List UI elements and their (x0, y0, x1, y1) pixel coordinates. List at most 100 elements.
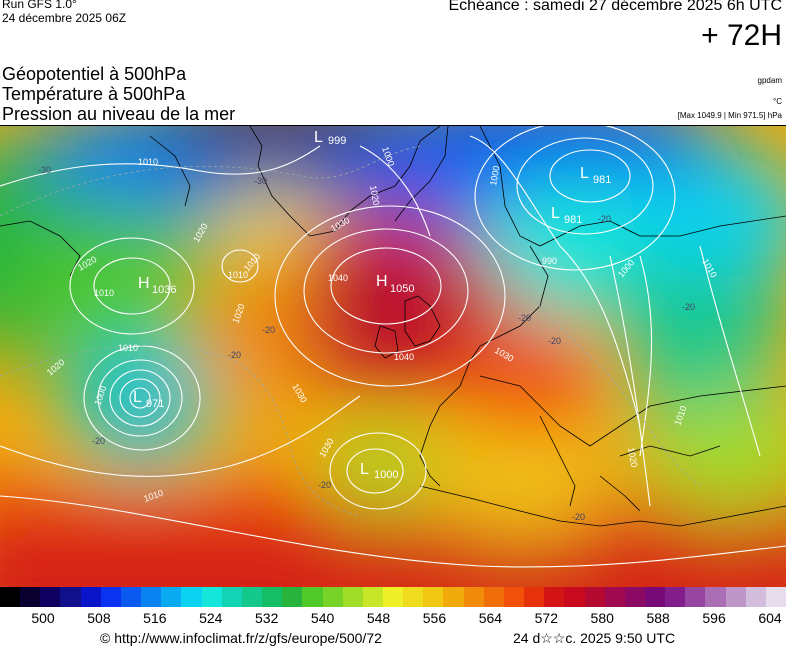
low-center: L 1000 (360, 461, 398, 481)
temperature-label: -20 (228, 350, 241, 360)
color-scale-tick: 564 (478, 610, 503, 626)
color-scale-segment (765, 587, 786, 607)
geopotential-field (0, 126, 786, 588)
color-scale-tick: 572 (534, 610, 558, 626)
color-scale-segment (40, 587, 61, 607)
color-scale-segment (705, 587, 726, 607)
temperature-label: -20 (548, 336, 561, 346)
svg-text:H: H (138, 275, 150, 292)
color-scale-segment (665, 587, 686, 607)
color-scale-segment (322, 587, 343, 607)
color-scale-segment (161, 587, 182, 607)
temperature-label: -20 (682, 302, 695, 312)
temperature-label: -30 (254, 176, 267, 186)
isobar-label: 1040 (328, 273, 348, 283)
isobars (0, 126, 786, 568)
isobar-label: 1010 (94, 288, 114, 298)
color-scale-segment (100, 587, 121, 607)
color-scale-segment (725, 587, 746, 607)
unit-gpdam: gpdam (757, 76, 782, 85)
color-scale-tick: 516 (143, 610, 167, 626)
color-scale-segment (221, 587, 242, 607)
svg-text:L: L (551, 205, 560, 222)
temperature-label: -20 (262, 325, 275, 335)
temperature-label: -20 (598, 214, 611, 224)
generation-timestamp: 24 d☆☆c. 2025 9:50 UTC (513, 630, 676, 646)
temperature-labels: -30 -30 -20 -20 -20 -20 -20 -20 -20 -20 … (38, 165, 695, 522)
color-scale-segment (302, 587, 323, 607)
pressure-range: [Max 1049.9 | Min 971.5] hPa (677, 111, 782, 120)
weather-map[interactable]: L 999 L 981 L 981 H 1036 H 1050 L 971 L 1000 10… (0, 125, 786, 588)
copyright-link[interactable]: © http://www.infoclimat.fr/z/gfs/europe/… (100, 630, 382, 646)
pressure-centers: L 999 L 981 L 981 H 1036 H 1050 L 971 L 1000 (133, 129, 611, 481)
color-scale-tick: 556 (422, 610, 447, 626)
color-scale-segment (201, 587, 222, 607)
temperature-label: -20 (572, 512, 585, 522)
isobar-label: 1000 (488, 165, 501, 186)
color-scale-segment (262, 587, 283, 607)
color-scale-segment (141, 587, 162, 607)
svg-text:L: L (314, 129, 323, 146)
temperature-label: -20 (318, 480, 331, 490)
color-scale-tick: 548 (366, 610, 391, 626)
isobar-label: 990 (542, 256, 557, 266)
color-scale-segment (120, 587, 142, 607)
low-center: L 981 (580, 165, 611, 186)
color-scale-segment (362, 587, 383, 607)
temperature-label: -20 (92, 436, 105, 446)
svg-text:H: H (376, 273, 388, 290)
color-scale-segment (745, 587, 766, 607)
temperature-label: -20 (518, 313, 531, 323)
svg-text:981: 981 (564, 214, 582, 226)
isotherms (0, 145, 701, 517)
coastlines (0, 126, 786, 527)
model-run-date: 24 décembre 2025 06Z (2, 11, 127, 25)
color-scale-segment (0, 587, 21, 607)
color-scale-segment (423, 587, 444, 607)
color-scale-bar (0, 587, 786, 607)
unit-celsius: °C (773, 97, 782, 106)
color-scale-segment (483, 587, 504, 607)
color-scale-segment (382, 587, 404, 607)
color-scale-tick: 524 (199, 610, 223, 626)
color-scale-segment (544, 587, 565, 607)
forecast-lead-time: + 72H (701, 19, 782, 52)
color-scale-segment (241, 587, 263, 607)
color-scale-segment (564, 587, 585, 607)
color-scale-segment (584, 587, 605, 607)
color-scale-segment (80, 587, 101, 607)
color-scale-segment (463, 587, 484, 607)
color-scale-segment (443, 587, 464, 607)
isobar-label: 1020 (626, 447, 639, 468)
color-scale-segment (524, 587, 545, 607)
svg-text:L: L (133, 389, 142, 406)
color-scale-tick: 604 (758, 610, 782, 626)
color-scale-segment (685, 587, 706, 607)
svg-text:1050: 1050 (390, 283, 414, 295)
color-scale-tick: 508 (87, 610, 111, 626)
color-scale-segment (20, 587, 41, 607)
svg-text:981: 981 (593, 174, 611, 186)
color-scale-segment (604, 587, 625, 607)
isobar-label: 1040 (394, 352, 414, 362)
color-scale-segment (60, 587, 81, 607)
low-center: L 999 (314, 129, 346, 147)
isobar-label: 1010 (138, 157, 158, 167)
color-scale-segment (403, 587, 424, 607)
low-center: L 981 (551, 205, 582, 226)
svg-text:L: L (360, 461, 369, 478)
param-geopotential: Géopotentiel à 500hPa (2, 64, 187, 84)
color-scale-segment (282, 587, 303, 607)
svg-text:999: 999 (328, 135, 346, 147)
model-run-label: Run GFS 1.0° (2, 0, 77, 11)
param-temperature: Température à 500hPa (2, 84, 186, 104)
color-scale-tick: 588 (646, 610, 670, 626)
svg-text:1036: 1036 (152, 284, 176, 296)
svg-text:971: 971 (146, 398, 164, 410)
color-scale-tick: 500 (31, 610, 55, 626)
forecast-valid-time: Echéance : samedi 27 décembre 2025 6h UT… (448, 0, 782, 14)
color-scale-tick: 596 (702, 610, 726, 626)
param-pressure: Pression au niveau de la mer (2, 104, 236, 124)
color-scale-ticks: 500 508 516 524 532 540 548 556 564 572 580 588 596 6… (0, 610, 786, 628)
low-center: L 971 (133, 389, 164, 410)
